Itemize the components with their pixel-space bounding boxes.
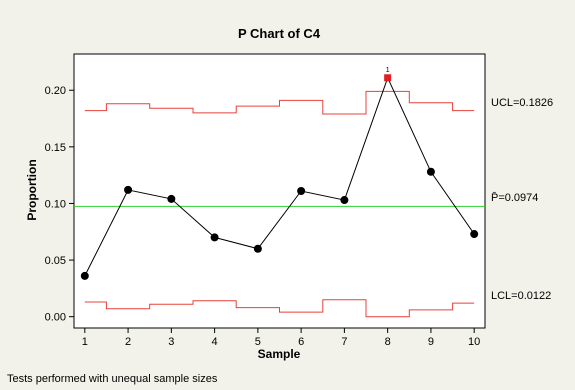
y-tick-label: 0.10 — [45, 198, 66, 210]
y-tick-label: 0.20 — [45, 85, 66, 97]
data-point — [470, 230, 479, 239]
center-line-label: P̄=0.0974 — [491, 191, 538, 204]
x-tick-label: 4 — [212, 336, 218, 348]
out-of-control-point — [384, 74, 392, 82]
x-tick-label: 6 — [298, 336, 304, 348]
data-point — [426, 167, 435, 176]
y-tick-label: 0.05 — [45, 255, 66, 267]
x-tick-label: 3 — [168, 336, 174, 348]
x-axis-label: Sample — [258, 347, 301, 361]
data-point — [253, 244, 262, 253]
footnote: Tests performed with unequal sample size… — [7, 373, 218, 385]
ucl-line — [84, 90, 475, 115]
series-line — [84, 76, 475, 277]
y-tick-label: 0.15 — [45, 142, 66, 154]
x-tick-label: 1 — [82, 336, 88, 348]
x-tick-label: 8 — [385, 336, 391, 348]
lcl-label: LCL=0.0122 — [491, 290, 551, 302]
x-tick-label: 9 — [428, 336, 434, 348]
data-point — [80, 271, 89, 280]
plot-area — [73, 53, 486, 329]
chart-marks: 0.00 0.05 0.10 0.15 0.20 1 2 3 4 5 6 7 8 9 10 1 — [45, 67, 485, 348]
chart-title: P Chart of C4 — [238, 26, 321, 41]
data-point — [340, 196, 349, 205]
x-tick-label: 5 — [255, 336, 261, 348]
ucl-label: UCL=0.1826 — [491, 97, 553, 109]
data-point — [124, 185, 133, 194]
lcl-line — [84, 299, 475, 318]
y-tick-label: 0.00 — [45, 312, 66, 324]
data-point — [297, 187, 306, 195]
x-tick-label: 2 — [125, 336, 131, 348]
x-tick-label: 7 — [341, 336, 347, 348]
y-axis-label: Proportion — [25, 159, 39, 220]
x-tick-label: 10 — [468, 336, 480, 348]
data-point — [167, 194, 176, 203]
data-point — [210, 233, 219, 242]
test-failure-label: 1 — [386, 67, 390, 74]
